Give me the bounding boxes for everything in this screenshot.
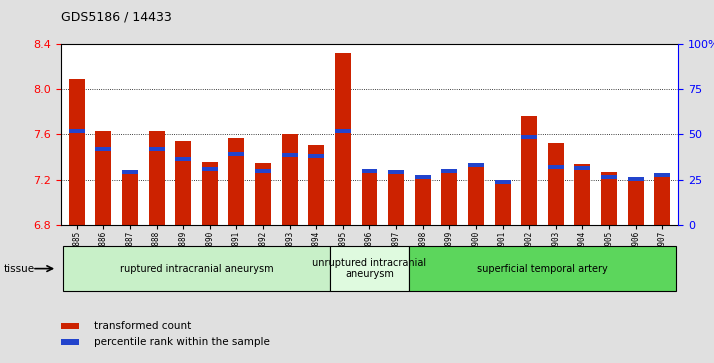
- Bar: [122, 173, 138, 225]
- Bar: [468, 166, 484, 225]
- FancyBboxPatch shape: [64, 246, 330, 291]
- Bar: [61, 323, 79, 329]
- Bar: [122, 170, 138, 174]
- Bar: [255, 163, 271, 225]
- Bar: [361, 172, 378, 225]
- Text: transformed count: transformed count: [94, 321, 191, 331]
- Bar: [654, 175, 670, 225]
- Bar: [228, 152, 244, 156]
- Bar: [255, 169, 271, 172]
- Bar: [521, 135, 537, 139]
- Bar: [601, 172, 617, 225]
- Text: percentile rank within the sample: percentile rank within the sample: [94, 337, 270, 347]
- Text: ruptured intracranial aneurysm: ruptured intracranial aneurysm: [120, 264, 273, 274]
- Bar: [601, 175, 617, 179]
- Bar: [575, 164, 590, 225]
- Bar: [281, 153, 298, 157]
- Bar: [61, 339, 79, 345]
- Bar: [468, 163, 484, 167]
- Text: GDS5186 / 14433: GDS5186 / 14433: [61, 11, 171, 24]
- FancyBboxPatch shape: [409, 246, 675, 291]
- Bar: [628, 176, 644, 180]
- Bar: [388, 172, 404, 225]
- Bar: [361, 169, 378, 172]
- Bar: [175, 141, 191, 225]
- Text: unruptured intracranial
aneurysm: unruptured intracranial aneurysm: [313, 258, 426, 280]
- Bar: [495, 180, 511, 184]
- Bar: [69, 79, 85, 225]
- Bar: [575, 166, 590, 170]
- Bar: [281, 134, 298, 225]
- Bar: [441, 172, 458, 225]
- Bar: [388, 170, 404, 174]
- Bar: [628, 179, 644, 225]
- Bar: [202, 167, 218, 171]
- Bar: [548, 143, 564, 225]
- Bar: [149, 131, 164, 225]
- Bar: [228, 138, 244, 225]
- Bar: [95, 131, 111, 225]
- Text: tissue: tissue: [4, 264, 35, 274]
- Bar: [441, 169, 458, 172]
- Bar: [548, 165, 564, 169]
- Bar: [335, 53, 351, 225]
- Bar: [308, 154, 324, 158]
- Bar: [521, 116, 537, 225]
- Text: superficial temporal artery: superficial temporal artery: [477, 264, 608, 274]
- Bar: [95, 147, 111, 151]
- Bar: [175, 157, 191, 161]
- FancyBboxPatch shape: [330, 246, 409, 291]
- Bar: [69, 129, 85, 133]
- Bar: [415, 179, 431, 225]
- Bar: [335, 129, 351, 133]
- Bar: [415, 175, 431, 179]
- Bar: [202, 162, 218, 225]
- Bar: [654, 173, 670, 177]
- Bar: [495, 183, 511, 225]
- Bar: [308, 144, 324, 225]
- Bar: [149, 147, 164, 151]
